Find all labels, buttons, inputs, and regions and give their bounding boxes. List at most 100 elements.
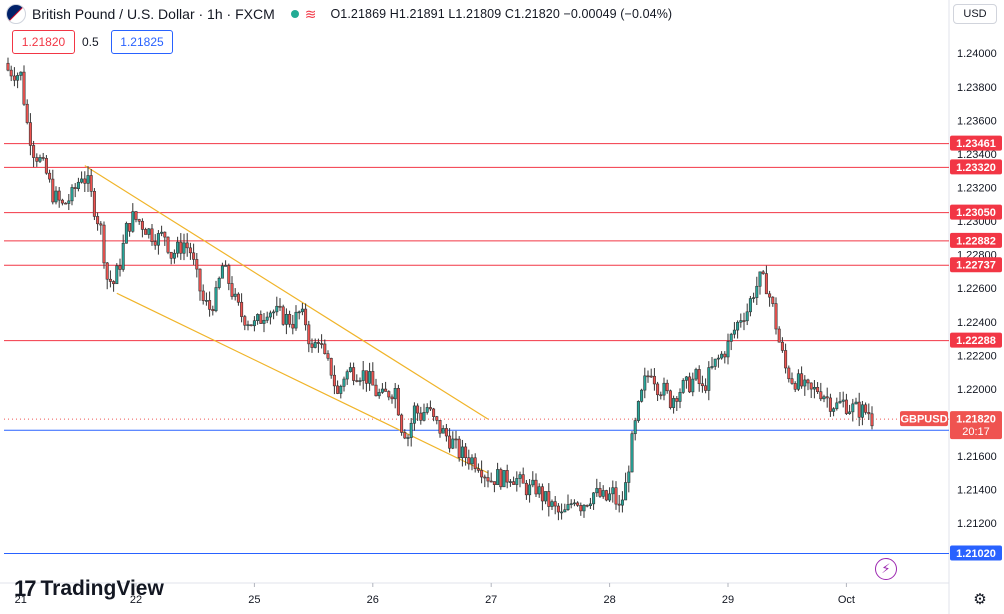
candle-body	[796, 373, 800, 390]
candle-body	[412, 405, 416, 424]
candle-body	[652, 375, 656, 385]
candle-body	[38, 157, 42, 162]
level-price-label: 1.22288	[956, 335, 996, 347]
candle-body	[96, 216, 100, 225]
candle-body	[572, 502, 576, 505]
candle-body	[668, 390, 672, 408]
candle-body	[867, 412, 871, 415]
candle-body	[720, 353, 724, 359]
candle-body	[777, 328, 781, 343]
level-price-label: 1.23050	[956, 207, 996, 219]
settings-icon[interactable]: ⚙	[973, 591, 987, 608]
buy-button[interactable]: 1.21825	[111, 30, 173, 54]
candle-body	[464, 446, 468, 458]
candle-body	[624, 482, 628, 501]
candlesticks[interactable]	[6, 57, 874, 521]
candle-body	[278, 305, 282, 308]
candle-body	[380, 388, 384, 393]
flash-icon[interactable]: ⚡	[875, 558, 897, 580]
candle-body	[476, 468, 480, 471]
candle-body	[755, 285, 759, 298]
candle-body	[422, 412, 426, 421]
sell-button[interactable]: 1.21820	[12, 30, 75, 54]
price-tick-label: 1.23600	[957, 115, 997, 127]
price-tick-label: 1.22200	[957, 350, 997, 362]
horizontal-levels	[4, 143, 949, 554]
candle-body	[841, 399, 845, 402]
candle-body	[524, 482, 528, 496]
candle-body	[284, 313, 288, 325]
currency-selector[interactable]: USD	[953, 4, 997, 24]
candle-body	[860, 404, 864, 418]
candle-body	[416, 405, 420, 414]
candle-body	[800, 373, 804, 387]
candle-body	[214, 287, 218, 312]
candle-body	[544, 491, 548, 502]
candle-body	[419, 412, 423, 421]
price-axis[interactable]: 1.24000 1.23800 1.23600 1.23400 1.23200 1.230…	[957, 48, 997, 530]
candle-body	[508, 481, 512, 483]
candle-body	[649, 375, 653, 378]
candle-body	[816, 386, 820, 393]
symbol-title[interactable]: British Pound / U.S. Dollar · 1h · FXCM	[32, 6, 275, 22]
candle-body	[329, 357, 333, 376]
candle-body	[364, 370, 368, 384]
candle-body	[236, 293, 240, 303]
candle-body	[656, 383, 660, 396]
candle-body	[726, 341, 730, 358]
candle-body	[35, 157, 39, 162]
candle-body	[515, 478, 519, 485]
candle-body	[768, 293, 772, 298]
candle-body	[444, 428, 448, 437]
candle-body	[400, 414, 404, 433]
candle-body	[521, 474, 525, 484]
candle-body	[774, 303, 778, 330]
candle-body	[307, 324, 311, 345]
candle-body	[147, 228, 151, 235]
current-price-badge	[950, 411, 1002, 440]
candle-body	[323, 343, 327, 354]
tradingview-logo[interactable]: 17 TradingView	[14, 576, 164, 602]
candle-body	[435, 416, 439, 421]
candle-body	[345, 371, 349, 380]
candle-body	[195, 259, 199, 270]
candle-body	[342, 378, 346, 387]
candle-body	[854, 401, 858, 405]
candle-body	[16, 75, 20, 81]
candle-body	[633, 420, 637, 435]
market-status-icon[interactable]	[290, 10, 299, 18]
descending-channel[interactable]	[84, 165, 489, 474]
candle-body	[230, 283, 234, 297]
level-price-badge	[950, 257, 1002, 273]
candle-body	[828, 397, 832, 412]
candle-body	[198, 268, 202, 292]
candle-body	[748, 298, 752, 313]
candle-body	[710, 366, 714, 368]
candle-body	[553, 501, 557, 507]
candle-body	[28, 122, 32, 146]
candle-body	[691, 378, 695, 393]
candle-body	[457, 438, 461, 459]
candle-body	[492, 481, 496, 485]
candle-body	[454, 438, 458, 441]
candle-body	[681, 380, 685, 393]
candle-body	[252, 320, 256, 327]
candle-body	[9, 69, 13, 77]
candle-body	[76, 181, 80, 189]
candle-body	[496, 469, 500, 485]
candle-body	[48, 172, 52, 180]
candle-body	[659, 394, 663, 397]
candle-body	[512, 481, 516, 485]
tradingview-logo-text: TradingView	[40, 577, 164, 600]
candle-body	[819, 391, 823, 400]
candle-body	[265, 316, 269, 321]
time-axis[interactable]: 21 22 25 26 27 28 29 Oct	[15, 583, 855, 606]
candle-body	[208, 300, 212, 310]
candle-body	[598, 488, 602, 497]
wave-icon[interactable]: ≋	[304, 5, 317, 22]
candle-body	[739, 320, 743, 323]
candle-body	[352, 367, 356, 381]
candle-body	[166, 236, 170, 253]
candle-body	[729, 333, 733, 342]
